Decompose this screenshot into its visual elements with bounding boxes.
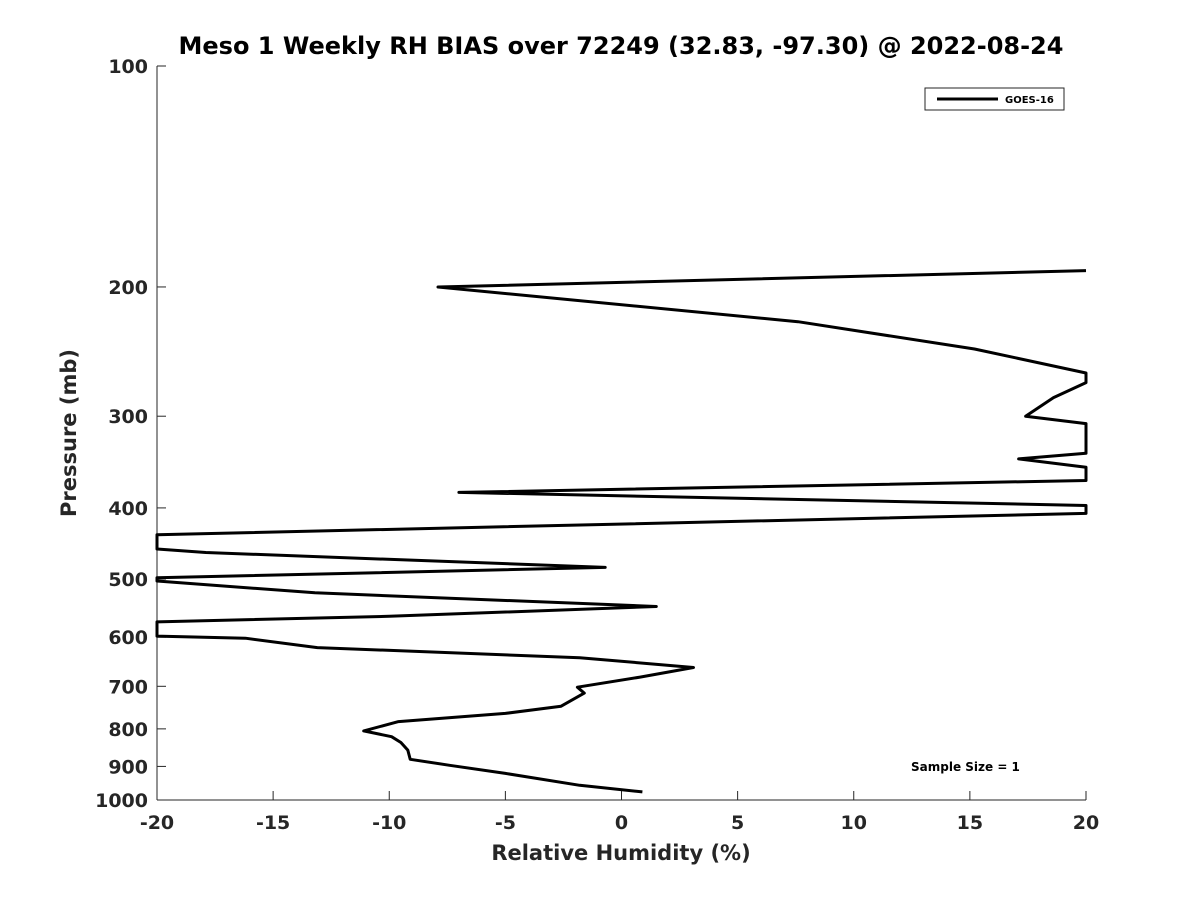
y-tick-label: 300 <box>108 406 148 428</box>
y-tick-label: 100 <box>108 56 148 78</box>
x-tick-label: 10 <box>841 812 867 834</box>
y-tick-label: 1000 <box>95 790 148 812</box>
y-tick-label: 400 <box>108 498 148 520</box>
series-layer <box>155 269 1088 794</box>
y-tick-label: 200 <box>108 277 148 299</box>
chart-title: Meso 1 Weekly RH BIAS over 72249 (32.83,… <box>179 32 1064 60</box>
y-tick-label: 900 <box>108 756 148 778</box>
y-tick-label: 600 <box>108 627 148 649</box>
sample-size-annotation: Sample Size = 1 <box>911 760 1020 774</box>
x-tick-label: 0 <box>615 812 628 834</box>
x-tick-label: -15 <box>256 812 290 834</box>
y-tick-label: 500 <box>108 569 148 591</box>
y-tick-label: 700 <box>108 676 148 698</box>
series-line-goes-16 <box>155 269 1088 794</box>
y-ticks: 100 200 300 400 500 600 700 800 900 1000 <box>95 56 166 812</box>
x-tick-label: 5 <box>731 812 744 834</box>
x-tick-label: -5 <box>495 812 516 834</box>
x-tick-label: 15 <box>957 812 983 834</box>
x-tick-label: -10 <box>372 812 406 834</box>
x-tick-label: -20 <box>140 812 174 834</box>
legend-label-goes-16: GOES-16 <box>1005 95 1054 106</box>
legend: GOES-16 <box>924 87 1065 111</box>
x-ticks: -20 -15 -10 -5 0 5 10 15 20 <box>140 791 1099 834</box>
x-axis-label: Relative Humidity (%) <box>491 841 750 865</box>
x-tick-label: 20 <box>1073 812 1099 834</box>
y-tick-label: 800 <box>108 719 148 741</box>
y-axis-label: Pressure (mb) <box>57 349 81 517</box>
